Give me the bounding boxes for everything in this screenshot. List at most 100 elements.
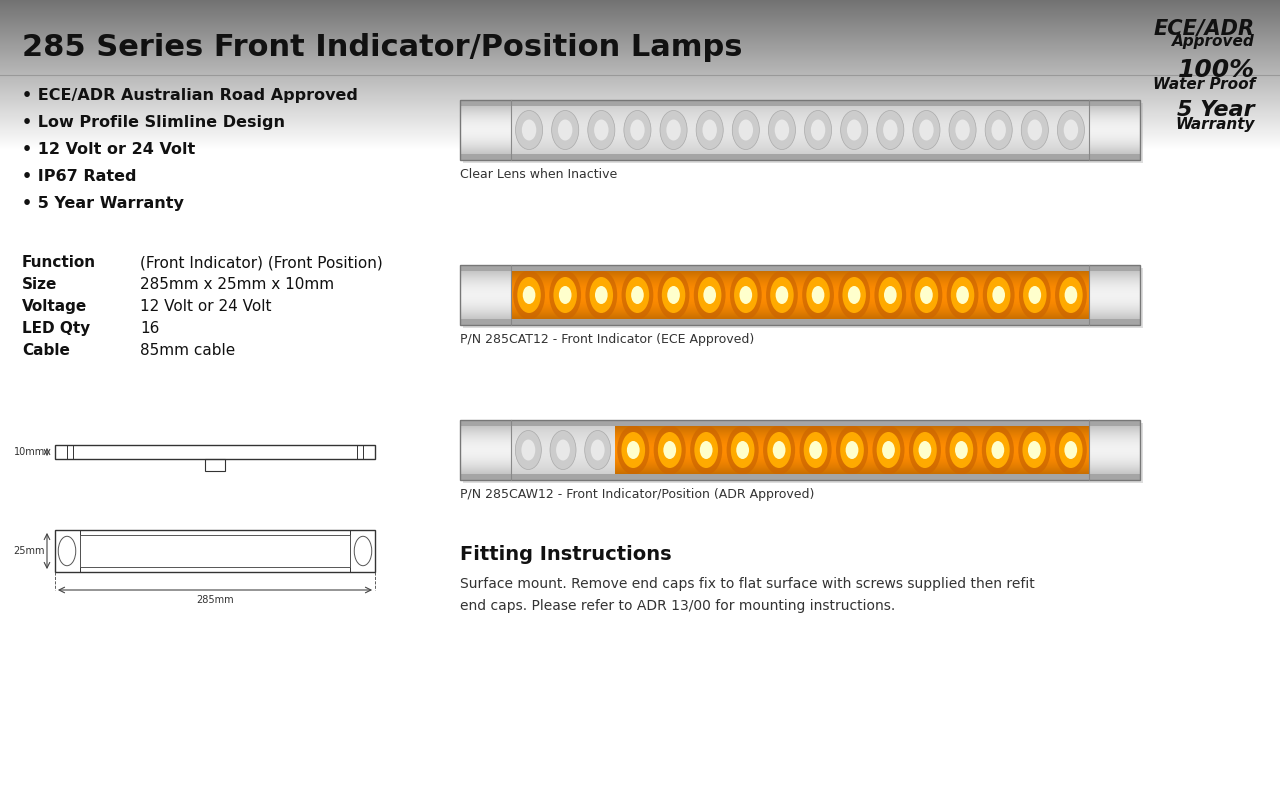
Ellipse shape: [549, 271, 581, 320]
Ellipse shape: [658, 432, 681, 468]
Ellipse shape: [727, 426, 759, 475]
Ellipse shape: [594, 120, 608, 141]
Text: Size: Size: [22, 277, 58, 292]
Text: LED Qty: LED Qty: [22, 321, 91, 336]
Text: 5 Year: 5 Year: [1178, 100, 1254, 120]
Ellipse shape: [654, 426, 686, 475]
Ellipse shape: [946, 426, 978, 475]
Ellipse shape: [1028, 120, 1042, 141]
Text: ECE/ADR: ECE/ADR: [1153, 18, 1254, 38]
Ellipse shape: [1023, 432, 1046, 468]
Ellipse shape: [773, 441, 786, 459]
Ellipse shape: [986, 110, 1012, 150]
Ellipse shape: [763, 426, 795, 475]
Ellipse shape: [730, 271, 762, 320]
Ellipse shape: [700, 441, 713, 459]
Ellipse shape: [803, 271, 835, 320]
Bar: [463, 423, 1143, 483]
Ellipse shape: [909, 426, 941, 475]
Ellipse shape: [733, 277, 758, 313]
Ellipse shape: [517, 277, 541, 313]
Ellipse shape: [690, 426, 722, 475]
Ellipse shape: [846, 441, 859, 459]
Text: Warranty: Warranty: [1175, 117, 1254, 132]
Text: 285 Series Front Indicator/Position Lamps: 285 Series Front Indicator/Position Lamp…: [22, 34, 742, 62]
Ellipse shape: [1064, 120, 1078, 141]
Ellipse shape: [667, 286, 680, 304]
Ellipse shape: [982, 426, 1014, 475]
Ellipse shape: [806, 277, 829, 313]
Text: Voltage: Voltage: [22, 299, 87, 314]
Ellipse shape: [765, 271, 797, 320]
Bar: [55, 445, 375, 459]
Ellipse shape: [948, 110, 977, 150]
Ellipse shape: [955, 441, 968, 459]
Ellipse shape: [1065, 286, 1078, 304]
Ellipse shape: [774, 120, 790, 141]
Ellipse shape: [810, 120, 826, 141]
Ellipse shape: [696, 110, 723, 150]
Ellipse shape: [836, 426, 868, 475]
Ellipse shape: [694, 432, 718, 468]
Ellipse shape: [840, 432, 864, 468]
Ellipse shape: [1023, 277, 1047, 313]
Ellipse shape: [521, 439, 535, 460]
Ellipse shape: [992, 441, 1005, 459]
Text: 12 Volt or 24 Volt: 12 Volt or 24 Volt: [140, 299, 271, 314]
Ellipse shape: [986, 432, 1010, 468]
Ellipse shape: [913, 110, 940, 150]
Ellipse shape: [590, 277, 613, 313]
Text: 85mm cable: 85mm cable: [140, 343, 236, 358]
Ellipse shape: [704, 286, 716, 304]
Ellipse shape: [874, 271, 906, 320]
Ellipse shape: [1028, 441, 1041, 459]
Text: 16: 16: [140, 321, 160, 336]
Ellipse shape: [877, 432, 900, 468]
Ellipse shape: [1057, 110, 1084, 150]
Ellipse shape: [667, 120, 681, 141]
Ellipse shape: [621, 432, 645, 468]
Ellipse shape: [516, 430, 541, 470]
Ellipse shape: [838, 271, 870, 320]
Ellipse shape: [739, 120, 753, 141]
Ellipse shape: [585, 430, 611, 470]
Ellipse shape: [553, 277, 577, 313]
Ellipse shape: [992, 120, 1006, 141]
Ellipse shape: [736, 441, 749, 459]
Ellipse shape: [623, 110, 652, 150]
Ellipse shape: [841, 110, 868, 150]
Ellipse shape: [522, 120, 536, 141]
Ellipse shape: [768, 110, 795, 150]
Text: Fitting Instructions: Fitting Instructions: [460, 545, 672, 564]
Ellipse shape: [558, 120, 572, 141]
Ellipse shape: [910, 271, 942, 320]
Text: Clear Lens when Inactive: Clear Lens when Inactive: [460, 168, 617, 181]
Ellipse shape: [812, 286, 824, 304]
Bar: [463, 268, 1143, 328]
Ellipse shape: [550, 430, 576, 470]
Bar: [79, 535, 349, 567]
Ellipse shape: [950, 432, 973, 468]
Ellipse shape: [1055, 271, 1087, 320]
Ellipse shape: [987, 277, 1010, 313]
Text: Cable: Cable: [22, 343, 70, 358]
Ellipse shape: [516, 110, 543, 150]
Ellipse shape: [1059, 432, 1083, 468]
Ellipse shape: [556, 439, 570, 460]
Ellipse shape: [776, 286, 788, 304]
Ellipse shape: [805, 110, 832, 150]
Ellipse shape: [1019, 426, 1051, 475]
Ellipse shape: [947, 271, 978, 320]
Ellipse shape: [559, 286, 571, 304]
Text: P/N 285CAW12 - Front Indicator/Position (ADR Approved): P/N 285CAW12 - Front Indicator/Position …: [460, 488, 814, 501]
Text: • Low Profile Slimline Design: • Low Profile Slimline Design: [22, 115, 285, 130]
Ellipse shape: [513, 271, 545, 320]
Ellipse shape: [913, 432, 937, 468]
Text: • 12 Volt or 24 Volt: • 12 Volt or 24 Volt: [22, 142, 196, 157]
Ellipse shape: [956, 286, 969, 304]
Ellipse shape: [1019, 271, 1051, 320]
Text: Approved: Approved: [1172, 34, 1254, 49]
Text: 25mm: 25mm: [14, 546, 45, 556]
Bar: [55, 530, 375, 572]
Ellipse shape: [877, 110, 904, 150]
